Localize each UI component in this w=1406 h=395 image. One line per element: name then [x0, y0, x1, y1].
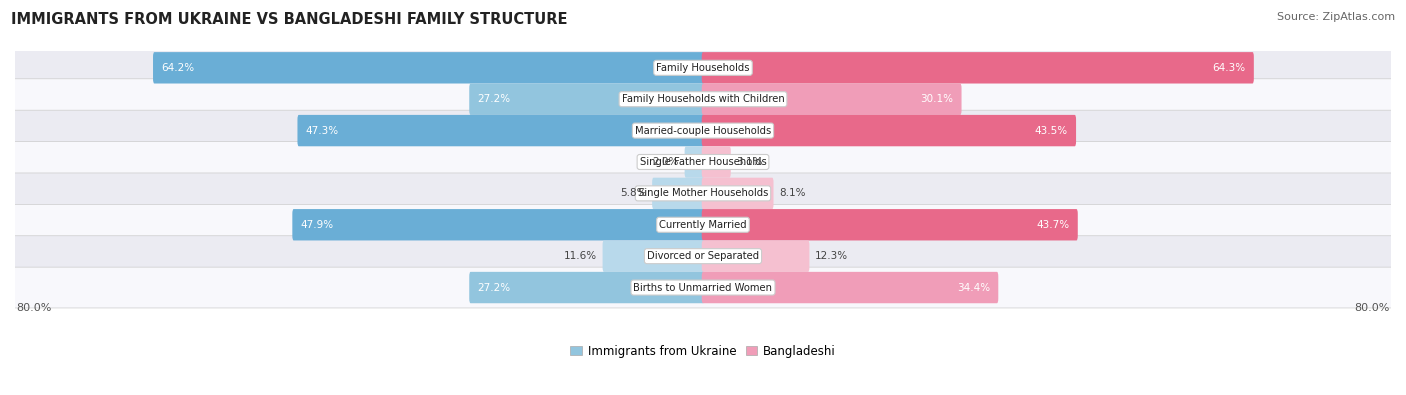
- FancyBboxPatch shape: [14, 173, 1392, 214]
- Text: 11.6%: 11.6%: [564, 251, 598, 261]
- FancyBboxPatch shape: [702, 272, 998, 303]
- Text: Family Households with Children: Family Households with Children: [621, 94, 785, 104]
- Text: Source: ZipAtlas.com: Source: ZipAtlas.com: [1277, 12, 1395, 22]
- Text: Births to Unmarried Women: Births to Unmarried Women: [634, 282, 772, 293]
- Text: IMMIGRANTS FROM UKRAINE VS BANGLADESHI FAMILY STRUCTURE: IMMIGRANTS FROM UKRAINE VS BANGLADESHI F…: [11, 12, 568, 27]
- Text: 2.0%: 2.0%: [652, 157, 679, 167]
- Text: 34.4%: 34.4%: [957, 282, 990, 293]
- FancyBboxPatch shape: [14, 79, 1392, 120]
- Text: Divorced or Separated: Divorced or Separated: [647, 251, 759, 261]
- FancyBboxPatch shape: [702, 52, 1254, 83]
- Text: 64.3%: 64.3%: [1212, 63, 1246, 73]
- FancyBboxPatch shape: [702, 146, 731, 178]
- Text: 3.1%: 3.1%: [737, 157, 763, 167]
- Text: 43.5%: 43.5%: [1035, 126, 1069, 135]
- FancyBboxPatch shape: [14, 236, 1392, 276]
- Text: Married-couple Households: Married-couple Households: [636, 126, 770, 135]
- FancyBboxPatch shape: [702, 209, 1078, 241]
- Text: 12.3%: 12.3%: [815, 251, 848, 261]
- Text: Single Mother Households: Single Mother Households: [638, 188, 768, 198]
- FancyBboxPatch shape: [14, 267, 1392, 308]
- Text: 80.0%: 80.0%: [17, 303, 52, 313]
- FancyBboxPatch shape: [652, 178, 704, 209]
- Text: 8.1%: 8.1%: [779, 188, 806, 198]
- FancyBboxPatch shape: [702, 115, 1076, 146]
- Text: 27.2%: 27.2%: [478, 94, 510, 104]
- FancyBboxPatch shape: [603, 241, 704, 272]
- FancyBboxPatch shape: [292, 209, 704, 241]
- FancyBboxPatch shape: [702, 178, 773, 209]
- FancyBboxPatch shape: [153, 52, 704, 83]
- Text: Family Households: Family Households: [657, 63, 749, 73]
- FancyBboxPatch shape: [685, 146, 704, 178]
- Text: Single Father Households: Single Father Households: [640, 157, 766, 167]
- Text: 47.9%: 47.9%: [301, 220, 333, 230]
- Text: 43.7%: 43.7%: [1036, 220, 1070, 230]
- Text: 5.8%: 5.8%: [620, 188, 647, 198]
- Text: 30.1%: 30.1%: [921, 94, 953, 104]
- FancyBboxPatch shape: [14, 110, 1392, 151]
- FancyBboxPatch shape: [702, 83, 962, 115]
- Text: 64.2%: 64.2%: [162, 63, 194, 73]
- Text: 27.2%: 27.2%: [478, 282, 510, 293]
- Text: Currently Married: Currently Married: [659, 220, 747, 230]
- FancyBboxPatch shape: [14, 47, 1392, 88]
- FancyBboxPatch shape: [470, 272, 704, 303]
- Text: 80.0%: 80.0%: [1354, 303, 1389, 313]
- Text: 47.3%: 47.3%: [305, 126, 339, 135]
- FancyBboxPatch shape: [702, 241, 810, 272]
- FancyBboxPatch shape: [14, 141, 1392, 182]
- Legend: Immigrants from Ukraine, Bangladeshi: Immigrants from Ukraine, Bangladeshi: [565, 340, 841, 363]
- FancyBboxPatch shape: [14, 204, 1392, 245]
- FancyBboxPatch shape: [298, 115, 704, 146]
- FancyBboxPatch shape: [470, 83, 704, 115]
